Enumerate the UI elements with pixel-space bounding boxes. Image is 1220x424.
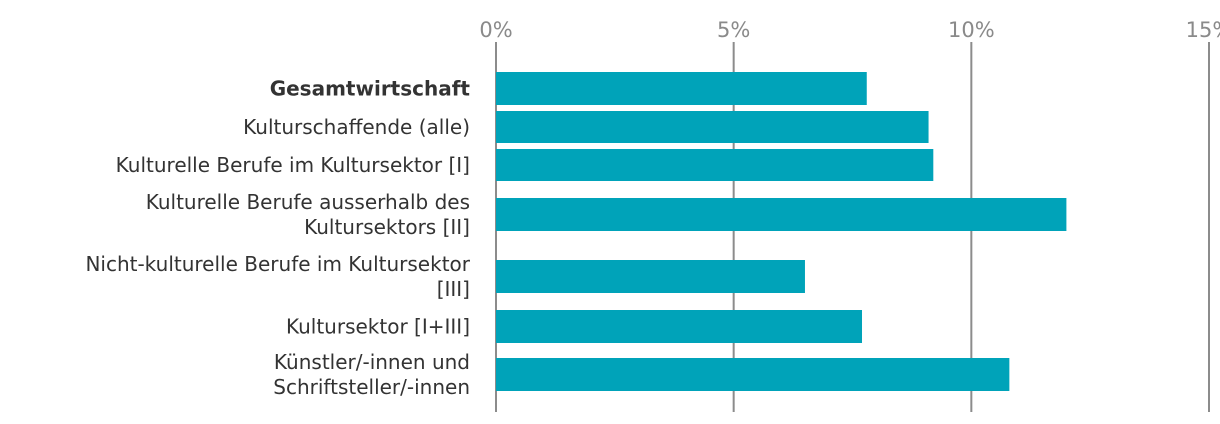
bar-1 (496, 111, 929, 143)
x-tick-label-2: 10% (948, 18, 995, 42)
category-label-4-line-1: [III] (437, 277, 470, 301)
category-labels: Gesamtwirtschaft Kulturschaffende (alle) K… (85, 77, 470, 400)
bar-2 (496, 149, 934, 181)
bars (496, 72, 1067, 391)
category-label-0: Gesamtwirtschaft (270, 77, 471, 101)
category-label-3-line-1: Kultursektors [II] (304, 215, 470, 239)
category-label-3-line-0: Kulturelle Berufe ausserhalb des (146, 190, 470, 214)
category-label-1: Kulturschaffende (alle) (243, 115, 470, 139)
x-tick-label-3: 15% (1186, 18, 1220, 42)
bar-6 (496, 358, 1010, 391)
category-label-2: Kulturelle Berufe im Kultursektor [I] (116, 153, 470, 177)
category-label-6-line-1: Schriftsteller/-innen (273, 375, 470, 399)
bar-3 (496, 198, 1067, 231)
category-label-4-line-0: Nicht-kulturelle Berufe im Kultursektor (85, 252, 470, 276)
bar-5 (496, 310, 863, 343)
bar-0 (496, 72, 867, 105)
category-label-6-line-0: Künstler/-innen und (274, 350, 470, 374)
x-tick-label-0: 0% (479, 18, 512, 42)
x-axis-ticks: 0% 5% 10% 15% (479, 18, 1220, 42)
category-label-5: Kultursektor [I+III] (286, 315, 470, 339)
bar-4 (496, 260, 805, 293)
x-tick-label-1: 5% (717, 18, 750, 42)
